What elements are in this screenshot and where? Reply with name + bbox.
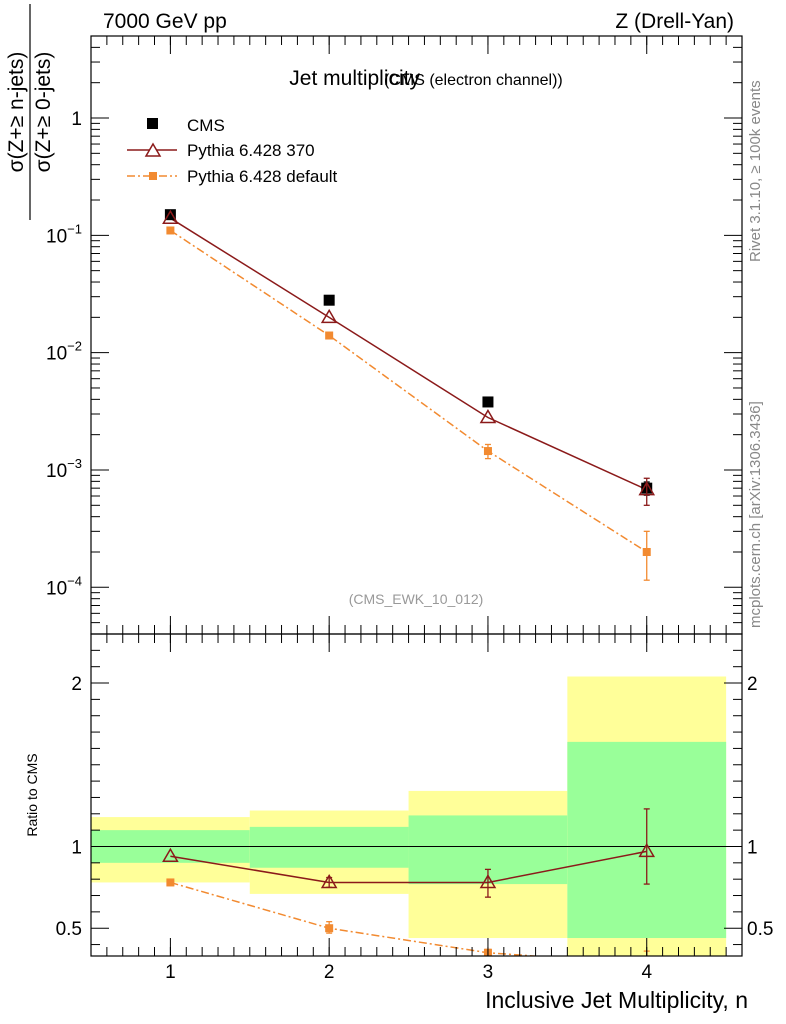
legend-entry-cms: CMS	[147, 116, 225, 135]
legend-label-cms: CMS	[187, 116, 225, 135]
y-axis-title-numerator: σ(Z+≥ n-jets)	[5, 52, 28, 173]
ratio-point-pythia-370	[479, 873, 497, 889]
series-line-pythia-370	[169, 217, 648, 491]
analysis-tag: (CMS_EWK_10_012)	[349, 591, 484, 607]
point-cms	[482, 396, 494, 408]
ratio-panel-frame	[90, 633, 743, 957]
main-y-tick-label: 1	[71, 109, 82, 130]
legend-marker-cms	[147, 118, 158, 129]
legend-label-pythia-default: Pythia 6.428 default	[187, 167, 338, 186]
legend-entry-pythia-default: Pythia 6.428 default	[127, 167, 338, 186]
point-pythia-default	[166, 226, 175, 235]
ratio-point-pythia-default	[325, 924, 334, 933]
ratio-point-pythia-default	[166, 878, 175, 887]
ratio-band-inner	[249, 826, 409, 868]
point-cms	[164, 209, 176, 221]
point-pythia-370	[479, 409, 497, 424]
ratio-panel-bands	[91, 676, 727, 956]
ratio-line-pythia-default	[170, 881, 544, 956]
legend-entry-pythia-370: Pythia 6.428 370	[127, 141, 315, 160]
main-panel-y-tick-labels: 1 10−1 10−2 10−3 10−4	[46, 109, 82, 599]
main-y-tick-label: 10−3	[46, 456, 82, 482]
legend-marker-pythia-default	[149, 172, 157, 180]
x-tick-label: 3	[483, 962, 494, 983]
ratio-y-tick-label-left: 0.5	[56, 919, 82, 940]
ratio-y-tick-label-right: 2	[747, 674, 758, 695]
chart-title: Jet multiplicity	[289, 67, 420, 90]
main-y-tick-label: 10−4	[46, 573, 82, 599]
point-pythia-default	[642, 547, 651, 556]
point-pythia-370	[162, 209, 179, 224]
chart-subtitle: (CMS (electron channel))	[384, 72, 563, 89]
ratio-panel-x-tick-labels: 1 2 3 4	[165, 962, 652, 983]
header-process: Z (Drell-Yan)	[615, 10, 734, 33]
ratio-point-pythia-370	[320, 873, 338, 889]
main-panel-series	[162, 209, 656, 581]
x-tick-label: 2	[324, 962, 335, 983]
ratio-point-pythia-370	[638, 842, 656, 858]
ratio-panel: 0.5 0.5 1 1 2 2 1 2 3 4 Ratio to CMS Inclusive J…	[24, 633, 774, 1013]
main-y-axis-title: σ(Z+≥ n-jets) σ(Z+≥ 0-jets)	[5, 4, 55, 220]
legend: CMS Pythia 6.428 370 Pythia 6.428 defaul…	[127, 116, 338, 186]
x-tick-label: 4	[641, 962, 652, 983]
point-pythia-370	[320, 308, 338, 324]
legend-marker-pythia-370	[144, 142, 162, 157]
main-panel-ticks	[91, 35, 742, 635]
ratio-y-tick-label-left: 2	[71, 674, 82, 695]
point-cms	[323, 294, 335, 306]
y-axis-title-denominator: σ(Z+≥ 0-jets)	[32, 52, 55, 173]
main-panel: 1 10−1 10−2 10−3 10−4 Jet multiplicity (CMS …	[5, 4, 743, 635]
series-line-pythia-default	[169, 229, 648, 553]
ratio-panel-y-tick-labels: 0.5 0.5 1 1 2 2	[56, 674, 774, 940]
x-axis-title: Inclusive Jet Multiplicity, n	[485, 987, 748, 1013]
point-pythia-370	[638, 481, 656, 496]
ratio-y-tick-label-left: 1	[71, 837, 82, 858]
header-energy: 7000 GeV pp	[103, 10, 227, 33]
ratio-panel-ticks	[91, 634, 742, 956]
legend-label-pythia-370: Pythia 6.428 370	[187, 141, 315, 160]
ratio-y-tick-label-right: 0.5	[747, 919, 773, 940]
point-pythia-default	[325, 331, 334, 340]
ratio-y-tick-label-right: 1	[747, 837, 758, 858]
main-y-tick-label: 10−2	[46, 339, 82, 365]
x-tick-label: 1	[165, 962, 176, 983]
source-label: mcplots.cern.ch [arXiv:1306.3436]	[747, 401, 764, 628]
point-pythia-default	[483, 447, 492, 456]
rivet-version-label: Rivet 3.1.10, ≥ 100k events	[747, 80, 764, 262]
ratio-line-pythia-370	[170, 850, 647, 884]
ratio-y-axis-title: Ratio to CMS	[24, 753, 40, 836]
main-y-tick-label: 10−1	[46, 221, 82, 247]
ratio-point-pythia-370	[162, 847, 179, 863]
